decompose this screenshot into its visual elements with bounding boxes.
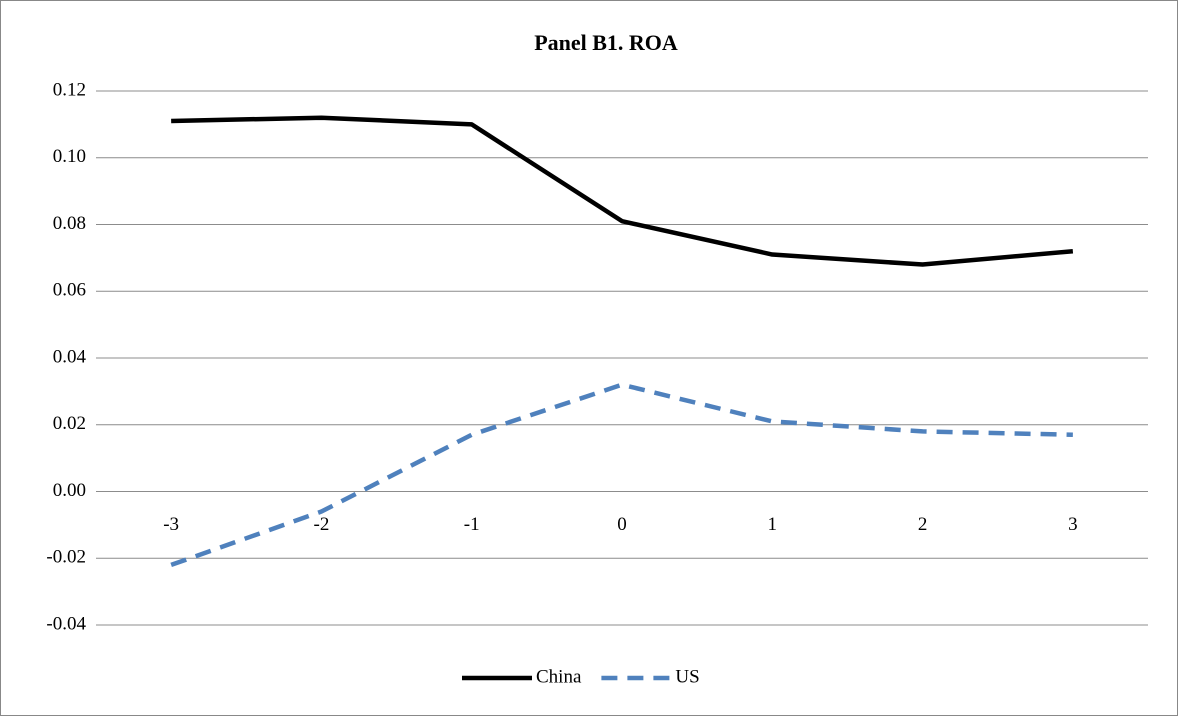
x-tick-label: -2	[314, 514, 330, 535]
x-tick-label: 2	[918, 514, 928, 535]
y-tick-label: 0.00	[53, 480, 86, 501]
y-tick-label: 0.06	[53, 280, 86, 301]
line-series	[171, 115, 1074, 267]
x-tick-label: 1	[768, 514, 778, 535]
legend-label: China	[536, 666, 582, 687]
line-series	[170, 382, 1073, 568]
y-tick-label: 0.08	[53, 213, 86, 234]
x-tick-label: 0	[617, 514, 627, 535]
x-tick-label: 3	[1068, 514, 1078, 535]
y-tick-label: 0.04	[53, 346, 87, 367]
y-tick-label: 0.10	[53, 146, 86, 167]
y-tick-label: 0.12	[53, 79, 86, 100]
x-tick-label: -1	[464, 514, 480, 535]
chart-title: Panel B1. ROA	[534, 30, 678, 55]
legend-label: US	[675, 666, 699, 687]
y-tick-label: -0.04	[46, 613, 86, 634]
x-tick-label: -3	[163, 514, 179, 535]
y-tick-label: 0.02	[53, 413, 86, 434]
y-tick-label: -0.02	[46, 547, 86, 568]
